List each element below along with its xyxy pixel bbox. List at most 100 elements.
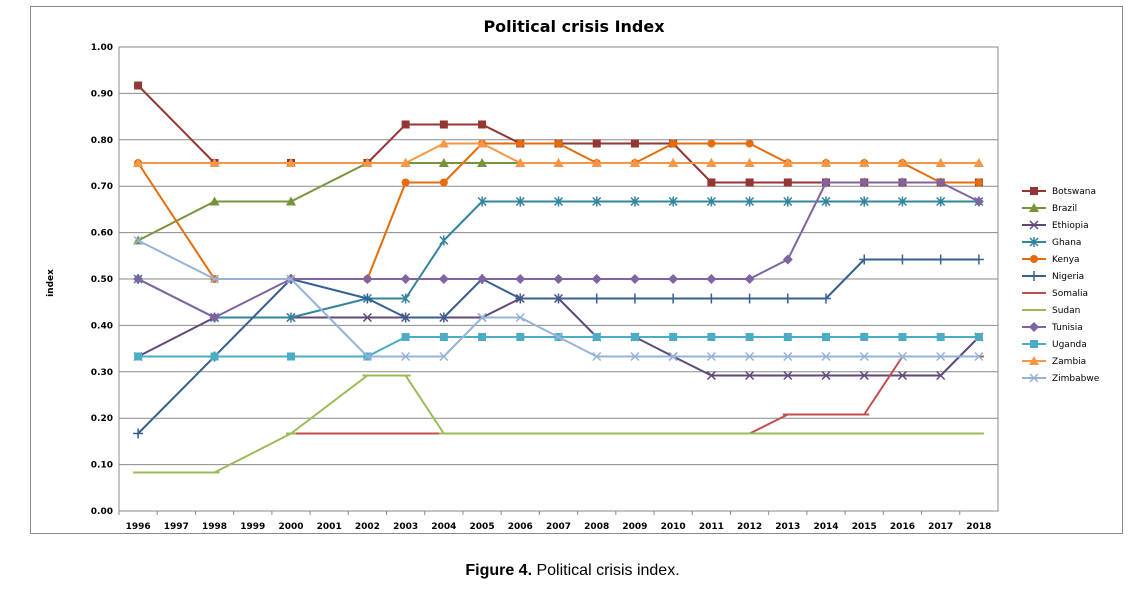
data-point-ghana xyxy=(592,196,602,207)
data-point-zambia xyxy=(973,158,984,167)
data-point-tunisia xyxy=(629,274,640,284)
legend-marker-ghana xyxy=(1029,237,1039,247)
data-point-zambia xyxy=(362,158,373,167)
data-point-zambia xyxy=(744,158,755,167)
legend-label-ghana: Ghana xyxy=(1052,238,1081,248)
x-tick-label: 2008 xyxy=(584,522,609,532)
legend-label-nigeria: Nigeria xyxy=(1052,272,1084,282)
data-point-uganda xyxy=(516,333,525,341)
data-point-nigeria xyxy=(897,254,908,265)
data-point-nigeria xyxy=(706,293,717,304)
data-point-zambia xyxy=(897,158,908,167)
series-line-zambia xyxy=(138,142,979,164)
data-point-kenya xyxy=(516,139,525,148)
data-point-zimbabwe xyxy=(439,351,449,362)
data-point-nigeria xyxy=(400,312,411,323)
data-point-uganda xyxy=(707,333,716,341)
legend-marker-botswana xyxy=(1030,187,1038,195)
data-point-kenya xyxy=(439,178,448,187)
data-point-tunisia xyxy=(897,177,908,188)
y-tick-label: 0.90 xyxy=(91,89,113,99)
series-ghana xyxy=(133,196,984,323)
data-point-zambia xyxy=(668,158,679,167)
legend-marker-ethiopia xyxy=(1029,220,1039,230)
series-tunisia xyxy=(133,177,984,323)
data-point-zimbabwe xyxy=(401,351,411,362)
data-point-nigeria xyxy=(133,428,144,439)
data-point-ghana xyxy=(477,196,487,207)
data-point-zimbabwe xyxy=(630,351,640,362)
data-point-zimbabwe xyxy=(668,351,678,362)
data-point-tunisia xyxy=(438,274,449,284)
x-tick-label: 2010 xyxy=(661,522,686,532)
data-point-tunisia xyxy=(859,177,870,188)
data-point-zimbabwe xyxy=(515,312,525,323)
data-point-kenya xyxy=(974,178,983,187)
legend-label-uganda: Uganda xyxy=(1052,340,1087,350)
data-point-zambia xyxy=(438,138,449,148)
series-line-botswana xyxy=(137,84,979,184)
data-point-nigeria xyxy=(782,293,793,304)
data-point-nigeria xyxy=(668,293,679,304)
data-point-uganda xyxy=(974,333,983,341)
legend-marker-kenya xyxy=(1030,255,1038,263)
series-zimbabwe xyxy=(133,235,984,362)
series-line-ghana xyxy=(137,200,979,319)
data-point-uganda xyxy=(822,333,831,341)
x-tick-label: 2017 xyxy=(928,522,953,532)
data-point-botswana xyxy=(592,139,601,148)
series-botswana xyxy=(134,81,983,187)
legend-item-botswana: Botswana xyxy=(1022,187,1096,197)
data-point-nigeria xyxy=(591,293,602,304)
legend-item-uganda: Uganda xyxy=(1022,340,1087,350)
data-point-zimbabwe xyxy=(477,312,487,323)
data-point-uganda xyxy=(210,352,219,361)
data-point-nigeria xyxy=(515,293,526,304)
legend-item-sudan: Sudan xyxy=(1022,306,1080,316)
data-point-tunisia xyxy=(782,254,793,265)
data-point-tunisia xyxy=(515,274,526,284)
data-point-zimbabwe xyxy=(897,351,907,362)
legend-marker-tunisia xyxy=(1029,322,1039,332)
data-point-tunisia xyxy=(477,274,488,284)
data-point-kenya xyxy=(707,139,716,148)
legend-label-sudan: Sudan xyxy=(1052,306,1080,316)
data-point-zambia xyxy=(209,158,220,167)
data-point-nigeria xyxy=(973,254,984,265)
y-tick-label: 0.30 xyxy=(91,368,113,378)
data-point-kenya xyxy=(554,139,563,148)
series-line-tunisia xyxy=(137,181,980,319)
y-axis-title: index xyxy=(46,269,56,297)
series-somalia xyxy=(285,355,984,435)
data-point-tunisia xyxy=(591,274,602,284)
x-tick-label: 2006 xyxy=(508,522,533,532)
x-tick-label: 2014 xyxy=(813,522,838,532)
legend-item-somalia: Somalia xyxy=(1022,289,1088,299)
data-point-tunisia xyxy=(400,274,411,284)
data-point-uganda xyxy=(478,333,487,341)
data-point-ghana xyxy=(706,196,716,207)
data-point-ghana xyxy=(936,196,946,207)
chart-title: Political crisis Index xyxy=(483,17,665,36)
legend-label-kenya: Kenya xyxy=(1052,255,1080,265)
legend-item-zambia: Zambia xyxy=(1022,356,1086,367)
data-point-ethiopia xyxy=(821,370,831,381)
data-point-botswana xyxy=(478,120,487,129)
data-point-zimbabwe xyxy=(936,351,946,362)
legend-label-zambia: Zambia xyxy=(1052,357,1086,367)
data-point-zimbabwe xyxy=(133,235,143,246)
data-point-uganda xyxy=(592,333,601,341)
legend-marker-uganda xyxy=(1030,340,1038,348)
legend-item-tunisia: Tunisia xyxy=(1022,322,1083,333)
legend-label-zimbabwe: Zimbabwe xyxy=(1052,374,1100,384)
x-tick-label: 2004 xyxy=(431,522,456,532)
legend-label-brazil: Brazil xyxy=(1052,204,1077,214)
legend-item-kenya: Kenya xyxy=(1022,255,1080,265)
y-tick-label: 0.50 xyxy=(91,275,113,285)
x-tick-label: 2005 xyxy=(470,522,495,532)
data-point-tunisia xyxy=(133,274,144,284)
data-point-ghana xyxy=(286,312,296,323)
data-point-zambia xyxy=(133,158,144,167)
x-tick-label: 2011 xyxy=(699,522,724,532)
data-point-ethiopia xyxy=(706,370,716,381)
